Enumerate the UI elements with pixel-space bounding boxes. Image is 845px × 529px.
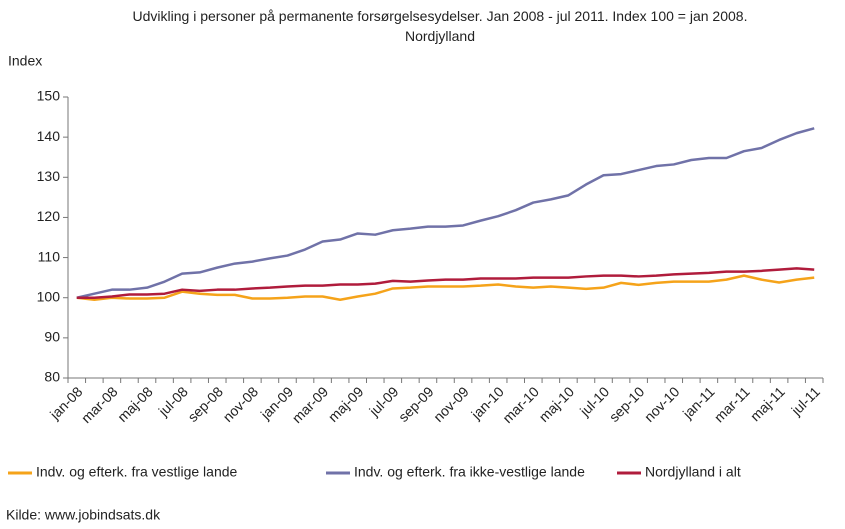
y-tick-label: 130: [37, 168, 61, 184]
x-tick-label: sep-09: [395, 383, 437, 425]
x-tick-label: maj-09: [325, 383, 367, 425]
x-tick-label: mar-09: [289, 383, 332, 426]
x-tick-label: maj-11: [747, 383, 788, 424]
x-tick-label: mar-10: [499, 383, 542, 426]
x-tick-label: nov-10: [641, 383, 683, 425]
source: Kilde: www.jobindsats.dk: [6, 507, 161, 523]
y-tick-label: 90: [44, 329, 60, 345]
x-tick-label: mar-11: [711, 383, 753, 425]
x-tick-label: mar-08: [78, 383, 121, 426]
x-tick-label: sep-08: [184, 383, 226, 425]
x-tick-label: maj-08: [114, 383, 156, 425]
chart-title: Udvikling i personer på permanente forsø…: [132, 8, 748, 44]
y-tick-label: 120: [37, 208, 61, 224]
legend-label: Indv. og efterk. fra vestlige lande: [36, 464, 238, 480]
y-tick-label: 100: [37, 288, 61, 304]
series-line: [76, 127, 815, 299]
series-line: [76, 274, 815, 301]
y-axis-label: Index: [8, 53, 42, 69]
x-tick-label: nov-08: [220, 383, 262, 425]
y-tick-label: 140: [37, 128, 61, 144]
legend-label: Nordjylland i alt: [645, 464, 741, 480]
series-line: [76, 267, 815, 299]
x-tick-label: maj-10: [536, 383, 578, 425]
x-tick-label: nov-09: [430, 383, 472, 425]
y-tick-label: 80: [44, 369, 60, 385]
x-tick-label: jul-11: [787, 383, 823, 419]
legend-label: Indv. og efterk. fra ikke-vestlige lande: [354, 464, 585, 480]
y-tick-label: 110: [38, 248, 61, 264]
x-tick-label: sep-10: [606, 383, 648, 425]
y-tick-label: 150: [37, 88, 61, 104]
